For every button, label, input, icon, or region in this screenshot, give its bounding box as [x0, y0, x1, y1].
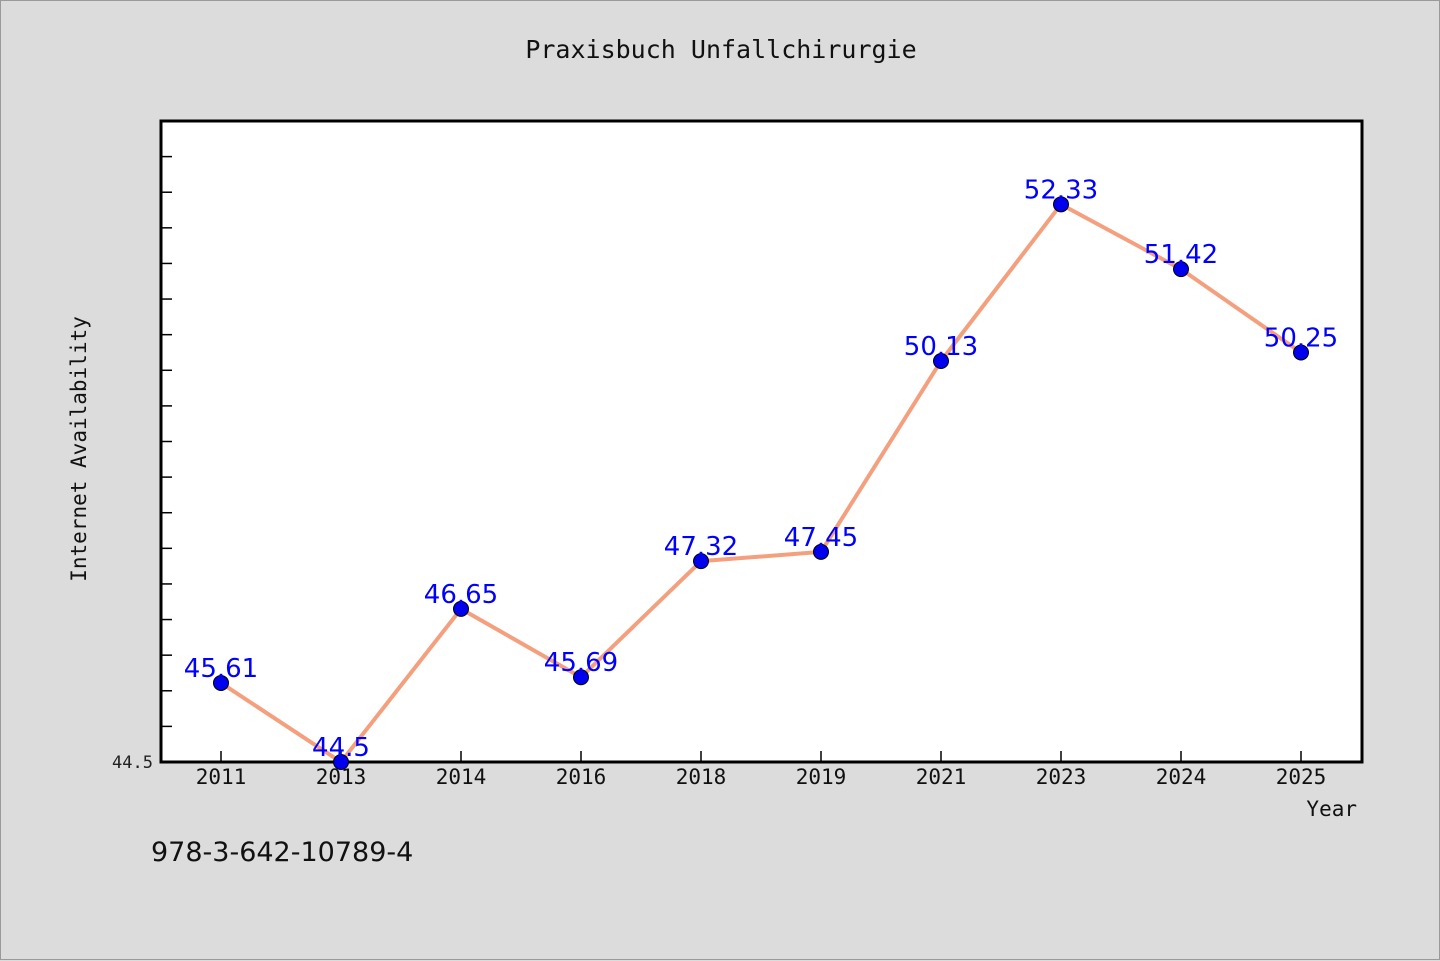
data-label: 47.45	[784, 523, 858, 553]
x-tick-label: 2018	[676, 765, 727, 789]
data-label: 51.42	[1144, 240, 1218, 270]
data-label: 45.61	[184, 654, 258, 684]
data-label: 52.33	[1024, 175, 1098, 205]
data-point	[333, 754, 349, 770]
x-axis-label: Year	[1306, 797, 1357, 821]
data-point	[933, 353, 949, 370]
series-line	[219, 202, 1303, 764]
data-label: 50.13	[904, 332, 978, 362]
data-label: 47.32	[664, 532, 738, 562]
data-point	[813, 543, 829, 560]
data-point	[1293, 344, 1309, 361]
y-tick-label: 44.5	[112, 753, 153, 773]
data-label: 46.65	[424, 580, 498, 610]
data-label: 50.25	[1264, 323, 1338, 353]
x-tick-label: 2021	[916, 765, 967, 789]
data-label: 45.69	[544, 648, 618, 678]
x-tick-label: 2019	[796, 765, 847, 789]
data-point	[693, 553, 709, 570]
chart-title: Praxisbuch Unfallchirurgie	[525, 35, 917, 64]
data-point	[453, 600, 469, 617]
plot-area	[159, 119, 1364, 764]
isbn-text: 978-3-642-10789-4	[151, 837, 414, 868]
x-tick-label: 2014	[436, 765, 487, 789]
x-tick-label: 2016	[556, 765, 607, 789]
data-point	[573, 669, 589, 686]
data-point	[1053, 196, 1069, 213]
x-tick-label: 2023	[1036, 765, 1087, 789]
x-tick-label: 2025	[1276, 765, 1327, 789]
data-label: 44.5	[312, 733, 370, 763]
data-point	[1173, 261, 1189, 278]
data-point	[213, 674, 229, 691]
x-tick-label: 2011	[196, 765, 247, 789]
x-tick-label: 2024	[1156, 765, 1207, 789]
